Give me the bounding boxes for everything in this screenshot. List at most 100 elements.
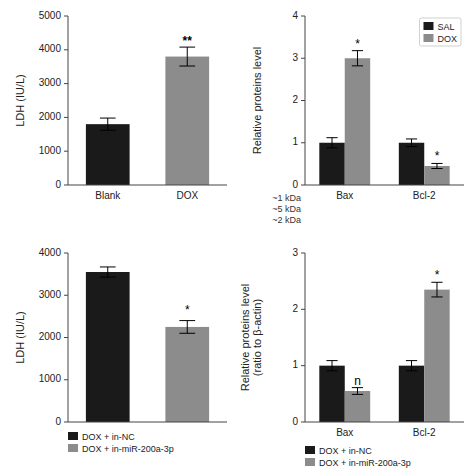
legend-label: DOX + in-miR-200a-3p	[319, 458, 411, 468]
x-tick-label: Blank	[95, 190, 121, 201]
error-cap	[406, 370, 417, 371]
annotation: ~2 kDa	[272, 215, 301, 225]
figure: 0 1000 2000 3000 4000 5000 Blank DOX LDH (IU/L) *…	[0, 0, 474, 474]
y-tick-label: 0	[55, 179, 61, 190]
bar	[399, 366, 424, 422]
legend: DOX + in-NCDOX + in-miR-200a-3p	[301, 442, 415, 470]
y-axis-label: Relative proteins level	[251, 47, 263, 155]
error-cap	[406, 138, 417, 139]
error-cap	[352, 394, 363, 395]
x-axis	[305, 422, 464, 423]
marks	[86, 267, 209, 422]
legend-frame	[64, 428, 178, 456]
y-tick	[301, 185, 305, 186]
y-tick	[64, 422, 68, 423]
error-bar	[100, 267, 116, 277]
error-cap	[179, 320, 195, 321]
y-tick	[301, 422, 305, 423]
y-tick-label: 4	[292, 10, 298, 21]
error-line	[332, 361, 333, 371]
bar	[86, 272, 130, 422]
y-tick-label: 2	[292, 94, 298, 105]
annotation: ~5 kDa	[272, 204, 301, 214]
error-bar	[352, 51, 363, 66]
annotation: *	[355, 37, 360, 51]
legend-swatch	[68, 444, 78, 452]
bar	[319, 366, 344, 422]
error-line	[357, 51, 358, 66]
annotation: n	[354, 374, 361, 388]
error-cap	[326, 370, 337, 371]
legend-label: DOX	[437, 34, 457, 44]
chart-panel: 010002000300040005000BlankDOXLDH (IU/L)*…	[14, 10, 227, 201]
error-bar	[406, 361, 417, 371]
chart-panel: 01000200030004000LDH (IU/L)*DOX + in-NCD…	[14, 247, 227, 456]
error-cap	[406, 146, 417, 147]
error-bar	[179, 47, 195, 66]
legend-swatch	[68, 432, 78, 440]
error-line	[107, 118, 108, 130]
y-tick-label: 2000	[39, 111, 62, 122]
y-tick-label: 3	[292, 52, 298, 63]
legend-frame	[419, 18, 461, 46]
x-tick-label: Bax	[336, 427, 353, 438]
y-tick-label: 2000	[39, 331, 62, 342]
y-tick-label: 0	[292, 179, 298, 190]
marks	[86, 47, 209, 185]
x-axis	[68, 185, 227, 186]
legend-frame	[301, 442, 415, 470]
error-line	[332, 138, 333, 148]
legend-swatch	[423, 34, 433, 42]
y-tick	[301, 16, 305, 17]
error-line	[357, 388, 358, 395]
annotation: **	[183, 34, 193, 48]
error-line	[107, 267, 108, 277]
error-cap	[326, 147, 337, 148]
bar	[165, 327, 209, 422]
annotation: *	[185, 303, 190, 317]
y-tick	[301, 253, 305, 254]
error-bar	[179, 321, 195, 334]
error-cap	[431, 168, 442, 169]
y-tick	[64, 83, 68, 84]
x-axis	[68, 422, 227, 423]
bar	[399, 143, 424, 185]
error-line	[187, 321, 188, 334]
y-axis-label: (ratio to β-actin)	[251, 299, 263, 376]
legend-label: SAL	[437, 22, 454, 32]
error-cap	[179, 333, 195, 334]
marks	[319, 282, 449, 422]
y-axis-label: LDH (IU/L)	[14, 74, 26, 127]
y-axis	[68, 16, 69, 185]
chart-panel: 0123BaxBcl-2Relative proteins level(rati…	[239, 247, 464, 470]
bar	[345, 391, 370, 422]
bar	[424, 290, 449, 422]
error-cap	[326, 360, 337, 361]
error-bar	[100, 118, 116, 130]
y-axis-label: LDH (IU/L)	[14, 311, 26, 364]
marks	[319, 51, 449, 185]
error-bar	[431, 282, 442, 297]
y-tick-label: 1000	[39, 145, 62, 156]
y-tick-label: 3	[292, 247, 298, 258]
error-cap	[179, 66, 195, 67]
error-bar	[352, 388, 363, 395]
y-tick	[301, 142, 305, 143]
y-tick-label: 5000	[39, 10, 62, 21]
bar	[86, 124, 130, 185]
error-line	[411, 361, 412, 371]
y-tick	[64, 379, 68, 380]
y-tick-label: 3000	[39, 289, 62, 300]
y-tick	[301, 365, 305, 366]
y-tick	[64, 185, 68, 186]
bar	[319, 143, 344, 185]
error-cap	[100, 266, 116, 267]
error-line	[187, 47, 188, 66]
y-tick	[301, 58, 305, 59]
y-tick-label: 1	[292, 136, 298, 147]
bar	[424, 166, 449, 185]
y-tick-label: 2	[292, 303, 298, 314]
y-tick-label: 4000	[39, 247, 62, 258]
legend-swatch	[305, 446, 315, 454]
legend: SAL DOX	[419, 18, 461, 46]
